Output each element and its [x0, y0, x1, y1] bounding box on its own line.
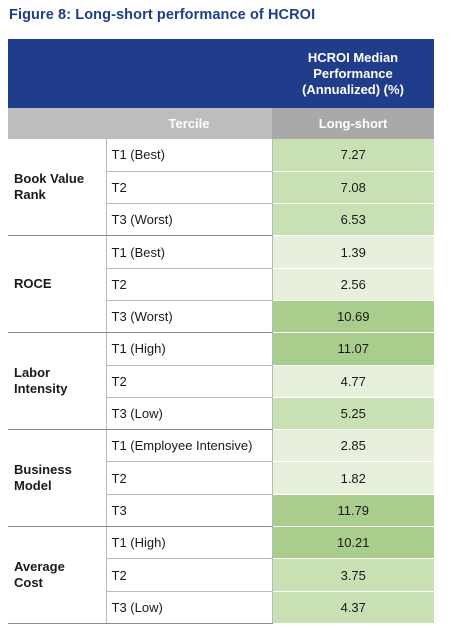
header-row: HCROI Median Performance (Annualized) (%…: [8, 39, 434, 108]
tercile-cell: T2: [105, 171, 272, 205]
hcroi-table: HCROI Median Performance (Annualized) (%…: [8, 39, 434, 624]
group-label: ROCE: [8, 235, 106, 334]
table-row: T2 4.77: [8, 365, 434, 398]
tercile-cell: T2: [105, 461, 272, 495]
subheader-blank: [8, 108, 106, 139]
table-row: Labor Intensity T1 (High) 11.07: [8, 332, 434, 431]
group-label: Business Model: [8, 429, 106, 528]
table-row: Business Model T1 (Employee Intensive) 2.8…: [8, 429, 434, 528]
tercile-cell: T3 (Worst): [105, 300, 272, 334]
header-blank: [8, 39, 272, 108]
long-short-value: 1.39: [271, 235, 434, 269]
long-short-value: 11.79: [271, 494, 434, 528]
group-label: Labor Intensity: [8, 332, 106, 431]
long-short-value: 10.69: [271, 300, 434, 334]
table-row: T3 11.79: [8, 494, 434, 528]
table-row: T2 7.08: [8, 171, 434, 205]
table-body: Book Value Rank T1 (Best) 7.27 T2 7.08 T3 (Wo…: [8, 139, 434, 624]
long-short-value: 7.08: [271, 171, 434, 205]
header-performance: HCROI Median Performance (Annualized) (%…: [272, 39, 434, 108]
tercile-cell: T2: [105, 558, 272, 592]
figure-title: Figure 8: Long-short performance of HCRO…: [9, 7, 316, 23]
table-row: T3 (Worst) 10.69: [8, 300, 434, 334]
group-label: Book Value Rank: [8, 139, 106, 237]
tercile-cell: T3 (Worst): [105, 203, 272, 237]
table-row: Average Cost T1 (High) 10.21: [8, 526, 434, 624]
long-short-value: 6.53: [271, 203, 434, 237]
table-row: T2 3.75: [8, 558, 434, 592]
tercile-cell: T1 (Best): [105, 139, 272, 172]
long-short-value: 2.85: [271, 429, 434, 463]
tercile-cell: T1 (High): [105, 526, 272, 560]
long-short-value: 4.37: [271, 591, 434, 624]
long-short-value: 2.56: [271, 268, 434, 301]
table-row: ROCE T1 (Best) 1.39: [8, 235, 434, 334]
tercile-cell: T3 (Low): [105, 591, 272, 624]
table-row: T3 (Worst) 6.53: [8, 203, 434, 237]
table-row: Book Value Rank T1 (Best) 7.27: [8, 139, 434, 237]
tercile-cell: T1 (High): [105, 332, 272, 366]
subheader-row: Tercile Long-short: [8, 108, 434, 139]
long-short-value: 1.82: [271, 461, 434, 495]
long-short-value: 4.77: [271, 365, 434, 398]
tercile-cell: T1 (Employee Intensive): [105, 429, 272, 463]
table-row: T2 1.82: [8, 461, 434, 495]
long-short-value: 11.07: [271, 332, 434, 366]
table-row: T3 (Low) 4.37: [8, 591, 434, 624]
long-short-value: 3.75: [271, 558, 434, 592]
long-short-value: 7.27: [271, 139, 434, 172]
long-short-value: 5.25: [271, 397, 434, 431]
subheader-long-short: Long-short: [272, 108, 434, 139]
tercile-cell: T3 (Low): [105, 397, 272, 431]
long-short-value: 10.21: [271, 526, 434, 560]
table-row: T3 (Low) 5.25: [8, 397, 434, 431]
tercile-cell: T1 (Best): [105, 235, 272, 269]
tercile-cell: T2: [105, 365, 272, 398]
subheader-tercile: Tercile: [106, 108, 272, 139]
group-label: Average Cost: [8, 526, 106, 624]
tercile-cell: T2: [105, 268, 272, 301]
table-row: T2 2.56: [8, 268, 434, 301]
tercile-cell: T3: [105, 494, 272, 528]
